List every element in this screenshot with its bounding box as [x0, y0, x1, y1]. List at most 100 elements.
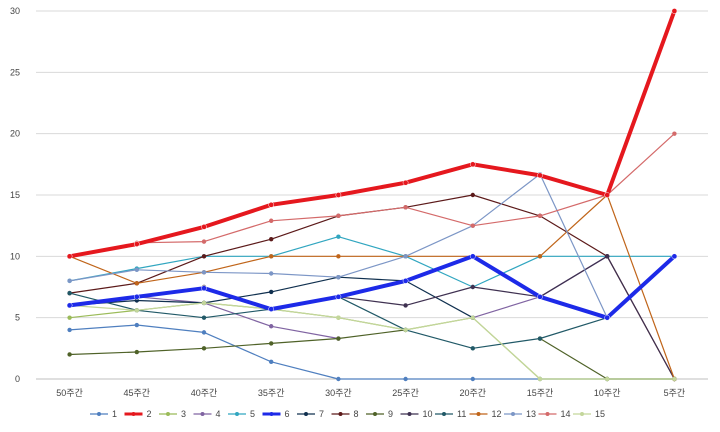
data-point: [537, 213, 543, 219]
legend-marker: [580, 412, 584, 416]
legend-marker: [407, 412, 412, 416]
legend-marker: [304, 412, 308, 416]
data-point: [336, 254, 341, 259]
data-point: [269, 341, 274, 346]
data-point: [268, 201, 275, 208]
legend-label-8: 8: [354, 409, 359, 419]
series-line-2: [67, 9, 677, 259]
legend-label-6: 6: [285, 409, 290, 419]
legend-marker: [338, 412, 343, 416]
data-point: [336, 274, 341, 280]
series-line-4: [472, 255, 608, 319]
legend-label-4: 4: [216, 409, 221, 419]
y-tick-label: 20: [10, 129, 20, 139]
legend-label-11: 11: [457, 409, 466, 419]
y-tick-label: 15: [10, 190, 20, 200]
data-point: [66, 253, 73, 260]
legend-marker: [200, 412, 205, 416]
series-line-9: [539, 337, 675, 380]
legend-marker: [476, 412, 481, 416]
data-point: [604, 192, 611, 198]
data-point: [672, 376, 677, 382]
series-line-14: [69, 133, 675, 257]
x-tick-label: 35주간: [258, 388, 285, 398]
data-point: [470, 315, 475, 320]
data-point: [537, 254, 543, 259]
legend-marker: [545, 412, 550, 416]
series-line-5: [69, 236, 675, 288]
data-point: [470, 346, 475, 351]
series-line-15: [69, 302, 675, 380]
data-point: [67, 278, 72, 284]
data-point: [537, 376, 543, 382]
data-point: [134, 281, 139, 286]
data-point: [269, 359, 274, 365]
x-tick-label: 10주간: [594, 388, 621, 398]
data-point: [470, 376, 475, 382]
data-point: [671, 253, 678, 260]
data-point: [537, 293, 543, 300]
legend-label-14: 14: [561, 409, 571, 419]
data-point: [133, 241, 140, 247]
legend-label-10: 10: [423, 409, 433, 419]
series-line-12: [69, 194, 675, 380]
data-point: [201, 239, 207, 244]
data-point: [201, 315, 207, 320]
data-point: [605, 376, 610, 382]
x-tick-label: 45주간: [124, 388, 151, 398]
series-line-3: [69, 302, 675, 380]
data-point: [201, 300, 207, 306]
data-point: [671, 8, 678, 14]
legend-label-2: 2: [147, 409, 152, 419]
data-point: [605, 254, 610, 259]
y-tick-label: 25: [10, 67, 20, 77]
data-point: [201, 254, 207, 259]
data-point: [403, 205, 408, 210]
data-point: [336, 315, 341, 320]
data-point: [402, 179, 409, 186]
data-point: [469, 253, 476, 260]
x-tick-label: 20주간: [460, 388, 487, 398]
y-tick-label: 10: [10, 251, 20, 261]
x-tick-label: 50주간: [56, 388, 83, 398]
data-point: [269, 254, 274, 259]
data-point: [134, 267, 139, 273]
data-point: [66, 302, 73, 309]
data-point: [403, 327, 408, 333]
data-point: [134, 322, 139, 328]
data-point: [537, 172, 543, 179]
data-point: [269, 289, 274, 295]
data-point: [402, 278, 409, 284]
data-point: [403, 376, 408, 382]
data-point: [134, 349, 139, 355]
legend-label-1: 1: [112, 409, 117, 419]
data-point: [335, 192, 342, 198]
legend-label-5: 5: [250, 409, 255, 419]
x-tick-label: 30주간: [325, 388, 352, 398]
data-point: [269, 236, 274, 242]
legend-label-7: 7: [319, 409, 324, 419]
data-point: [336, 336, 341, 341]
data-point: [604, 314, 611, 321]
legend-marker: [373, 412, 377, 416]
y-tick-label: 5: [15, 313, 20, 323]
data-point: [201, 285, 207, 292]
legend-label-3: 3: [181, 409, 186, 419]
data-point: [268, 306, 275, 312]
data-point: [201, 330, 207, 335]
data-point: [269, 271, 274, 276]
data-point: [403, 303, 408, 308]
legend-marker: [235, 412, 239, 416]
data-point: [67, 352, 72, 357]
legend-marker: [442, 412, 446, 416]
data-point: [67, 290, 72, 296]
x-tick-label: 15주간: [527, 388, 554, 398]
legend-label-13: 13: [526, 409, 536, 419]
x-tick-label: 5주간: [664, 388, 686, 398]
data-point: [470, 223, 475, 228]
data-point: [335, 293, 342, 300]
data-point: [403, 254, 408, 259]
data-point: [537, 336, 543, 341]
series-line-9: [69, 329, 407, 356]
